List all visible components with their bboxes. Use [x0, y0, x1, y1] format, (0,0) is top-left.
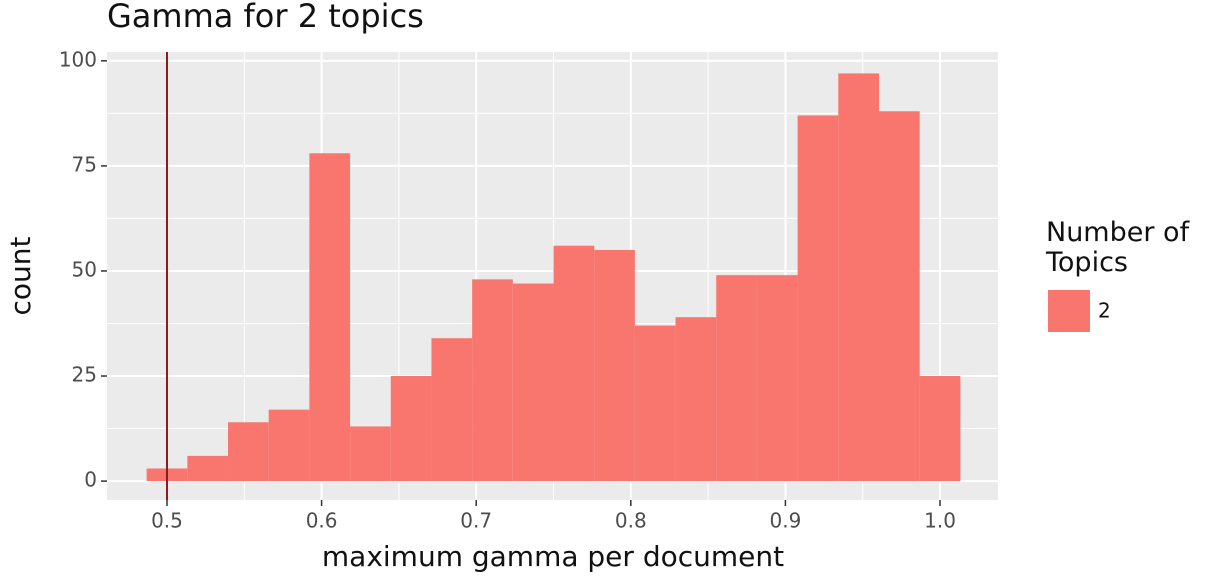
chart-title: Gamma for 2 topics [107, 0, 424, 35]
histogram-bar [594, 249, 635, 482]
histogram-bar [512, 283, 554, 482]
x-axis-label: maximum gamma per document [322, 540, 784, 573]
histogram-bar [919, 376, 961, 482]
x-tick-label: 0.6 [306, 509, 338, 533]
x-tick-label: 1.0 [924, 509, 956, 533]
legend-title: Number of Topics [1046, 217, 1190, 278]
histogram-bar [878, 111, 920, 482]
histogram-bar [553, 245, 595, 482]
histogram-bar [472, 279, 513, 482]
histogram-bar [309, 153, 351, 482]
y-axis-label: count [4, 236, 37, 315]
legend-label: 2 [1098, 299, 1111, 323]
histogram-bar [350, 426, 391, 482]
histogram-bar [838, 73, 879, 482]
histogram-bar [756, 275, 798, 482]
histogram-bar [797, 115, 839, 482]
histogram-bar [675, 317, 717, 482]
histogram-bar [187, 455, 229, 482]
y-tick-label: 100 [59, 47, 97, 71]
x-tick-label: 0.7 [460, 509, 492, 533]
histogram-bar [390, 376, 432, 482]
x-tick-label: 0.9 [770, 509, 802, 533]
legend-key [1048, 290, 1090, 332]
x-tick-label: 0.8 [615, 509, 647, 533]
y-tick-label: 50 [72, 257, 97, 281]
histogram-bar [431, 338, 473, 482]
x-tick-label: 0.5 [151, 509, 183, 533]
histogram-bar [228, 422, 269, 482]
y-tick-label: 0 [84, 468, 97, 492]
histogram-bar [634, 325, 676, 482]
y-tick-label: 25 [72, 363, 97, 387]
y-tick-label: 75 [72, 152, 97, 176]
histogram-bar [268, 409, 310, 482]
histogram-bar [716, 275, 757, 482]
